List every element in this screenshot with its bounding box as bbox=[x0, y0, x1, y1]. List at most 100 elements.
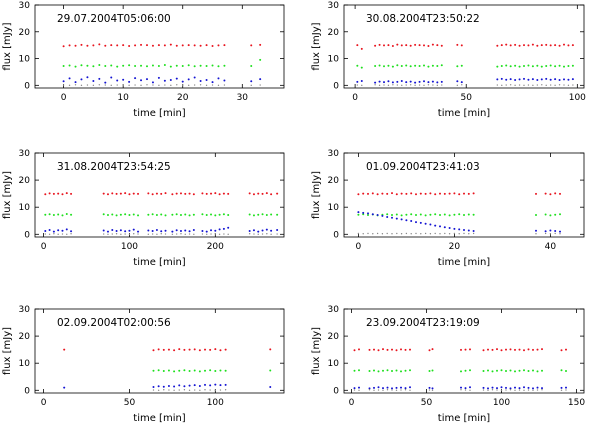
data-point-green bbox=[536, 370, 539, 373]
data-point-green bbox=[374, 65, 377, 68]
data-point-gray bbox=[424, 232, 427, 235]
data-point-green bbox=[405, 213, 408, 216]
data-point-blue bbox=[509, 387, 512, 390]
data-point-blue bbox=[63, 386, 66, 389]
data-point-gray bbox=[436, 84, 439, 87]
data-point-blue bbox=[386, 386, 389, 389]
data-point-blue bbox=[377, 386, 380, 389]
data-point-red bbox=[554, 192, 557, 195]
data-point-blue bbox=[467, 229, 470, 232]
data-point-blue bbox=[531, 78, 534, 81]
data-point-gray bbox=[182, 84, 184, 86]
data-point-gray bbox=[386, 232, 388, 235]
y-tick-label: 30 bbox=[328, 149, 340, 159]
data-point-gray bbox=[210, 233, 212, 235]
data-point-green bbox=[560, 369, 563, 372]
data-point-red bbox=[171, 193, 174, 196]
y-tick-label: 0 bbox=[333, 386, 339, 396]
y-tick-label: 0 bbox=[333, 81, 339, 91]
data-point-green bbox=[217, 65, 220, 68]
data-point-gray bbox=[217, 84, 220, 87]
data-point-blue bbox=[184, 229, 187, 232]
data-point-gray bbox=[128, 84, 130, 87]
data-point-gray bbox=[163, 389, 165, 391]
data-point-blue bbox=[527, 386, 530, 389]
data-point-green bbox=[167, 369, 170, 372]
data-point-blue bbox=[70, 230, 73, 233]
data-point-green bbox=[188, 214, 191, 217]
data-point-gray bbox=[205, 84, 208, 87]
data-point-red bbox=[391, 348, 393, 351]
data-point-gray bbox=[535, 233, 537, 235]
data-point-red bbox=[164, 192, 167, 195]
data-point-green bbox=[147, 213, 150, 216]
data-point-gray bbox=[391, 233, 393, 235]
data-point-green bbox=[424, 214, 427, 217]
data-point-blue bbox=[400, 80, 403, 83]
data-point-red bbox=[205, 44, 208, 47]
x-axis-label: time [min] bbox=[438, 257, 491, 268]
data-point-red bbox=[381, 192, 384, 195]
data-point-green bbox=[440, 64, 443, 67]
data-point-red bbox=[458, 193, 461, 196]
data-point-blue bbox=[193, 76, 196, 79]
data-point-red bbox=[382, 348, 384, 351]
y-tick-label: 30 bbox=[19, 305, 31, 315]
data-point-gray bbox=[152, 389, 155, 391]
data-point-blue bbox=[269, 386, 272, 389]
data-point-blue bbox=[419, 221, 422, 224]
data-point-red bbox=[371, 192, 374, 195]
data-point-green bbox=[104, 65, 107, 68]
data-point-blue bbox=[436, 81, 439, 84]
data-point-green bbox=[460, 370, 462, 373]
data-point-red bbox=[63, 348, 66, 351]
data-point-blue bbox=[204, 383, 207, 386]
data-point-green bbox=[175, 64, 178, 67]
data-point-green bbox=[391, 370, 393, 373]
data-point-blue bbox=[62, 80, 65, 83]
data-point-red bbox=[567, 44, 570, 47]
data-point-blue bbox=[171, 230, 174, 233]
data-point-red bbox=[532, 348, 534, 351]
data-point-red bbox=[160, 192, 163, 195]
data-point-red bbox=[175, 44, 178, 47]
data-point-gray bbox=[358, 389, 360, 391]
data-point-blue bbox=[545, 77, 548, 80]
data-point-green bbox=[269, 369, 272, 372]
data-point-blue bbox=[431, 387, 434, 390]
data-point-gray bbox=[429, 233, 432, 235]
data-point-red bbox=[218, 193, 221, 196]
data-point-green bbox=[383, 65, 385, 68]
data-point-blue bbox=[458, 228, 461, 231]
data-point-blue bbox=[409, 80, 412, 83]
data-point-green bbox=[353, 369, 356, 372]
data-point-gray bbox=[387, 84, 390, 87]
data-point-blue bbox=[554, 78, 557, 81]
data-point-blue bbox=[132, 228, 135, 231]
series-blue bbox=[356, 77, 574, 84]
data-point-red bbox=[545, 43, 548, 46]
data-point-green bbox=[509, 65, 512, 68]
data-point-red bbox=[44, 193, 47, 196]
data-point-blue bbox=[500, 386, 503, 389]
data-point-red bbox=[464, 348, 467, 351]
x-axis-label: time [min] bbox=[133, 413, 186, 424]
data-point-green bbox=[532, 369, 534, 372]
data-point-blue bbox=[68, 77, 71, 80]
data-point-blue bbox=[400, 386, 402, 389]
plot-frame bbox=[343, 308, 585, 394]
data-point-gray bbox=[432, 84, 434, 86]
data-point-blue bbox=[201, 230, 204, 233]
data-point-green bbox=[400, 370, 402, 373]
data-point-gray bbox=[184, 233, 186, 235]
data-point-green bbox=[396, 64, 399, 67]
data-point-gray bbox=[178, 389, 180, 391]
data-point-green bbox=[270, 213, 273, 216]
data-point-gray bbox=[48, 233, 51, 235]
y-tick-label: 20 bbox=[328, 332, 340, 342]
data-point-gray bbox=[110, 84, 112, 87]
data-point-gray bbox=[146, 84, 148, 86]
data-point-green bbox=[523, 65, 525, 68]
data-point-gray bbox=[482, 389, 485, 391]
data-point-green bbox=[134, 65, 137, 68]
